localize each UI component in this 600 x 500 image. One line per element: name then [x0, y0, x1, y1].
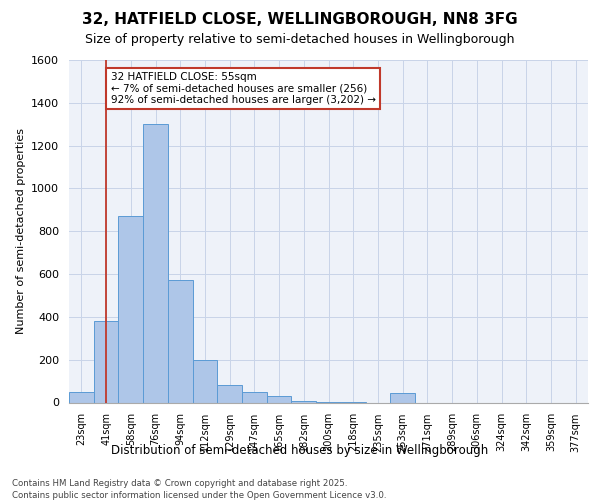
Bar [267, 396, 292, 402]
Bar [193, 360, 217, 403]
Y-axis label: Number of semi-detached properties: Number of semi-detached properties [16, 128, 26, 334]
Text: 32, HATFIELD CLOSE, WELLINGBOROUGH, NN8 3FG: 32, HATFIELD CLOSE, WELLINGBOROUGH, NN8 … [82, 12, 518, 28]
Bar [118, 216, 143, 402]
Text: Contains HM Land Registry data © Crown copyright and database right 2025.: Contains HM Land Registry data © Crown c… [12, 479, 347, 488]
Bar [168, 280, 193, 402]
Bar [390, 393, 415, 402]
Bar [69, 392, 94, 402]
Bar [143, 124, 168, 402]
Bar [217, 386, 242, 402]
Bar [94, 321, 118, 402]
Text: Contains public sector information licensed under the Open Government Licence v3: Contains public sector information licen… [12, 491, 386, 500]
Text: Size of property relative to semi-detached houses in Wellingborough: Size of property relative to semi-detach… [85, 32, 515, 46]
Bar [242, 392, 267, 402]
Text: 32 HATFIELD CLOSE: 55sqm
← 7% of semi-detached houses are smaller (256)
92% of s: 32 HATFIELD CLOSE: 55sqm ← 7% of semi-de… [110, 72, 376, 105]
Text: Distribution of semi-detached houses by size in Wellingborough: Distribution of semi-detached houses by … [112, 444, 488, 457]
